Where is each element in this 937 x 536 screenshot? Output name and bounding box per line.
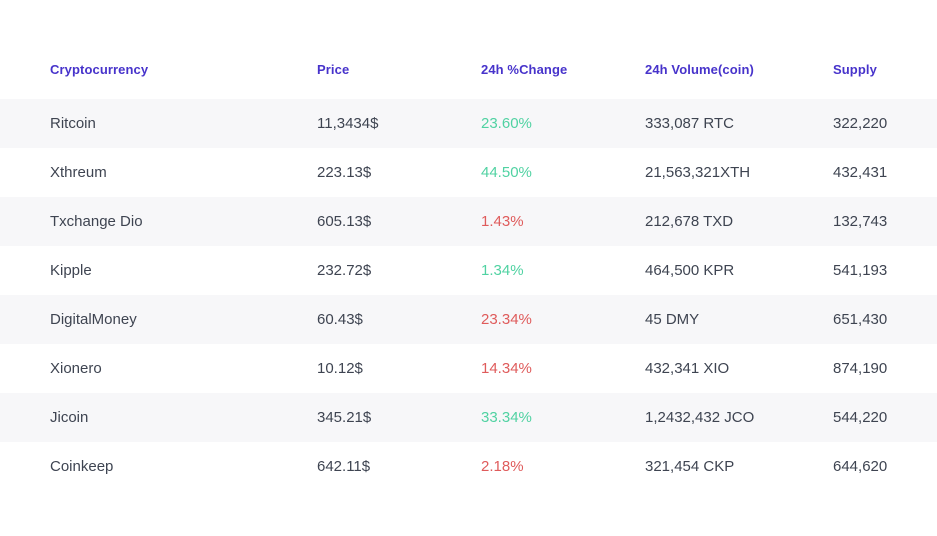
change-value: 14.34%: [481, 360, 532, 377]
price-value: 605.13$: [317, 213, 372, 230]
column-header-price: Price: [317, 62, 350, 77]
cryptocurrency-name: Txchange Dio: [50, 213, 143, 230]
price-value: 11,3434$: [317, 115, 379, 132]
cryptocurrency-name: Jicoin: [50, 409, 89, 426]
cryptocurrency-name: Xionero: [50, 360, 102, 377]
supply-value: 544,220: [833, 409, 888, 426]
change-value: 1.34%: [481, 262, 524, 279]
volume-value: 464,500 KPR: [645, 262, 735, 279]
supply-value: 322,220: [833, 115, 888, 132]
header-row: Cryptocurrency Price 24h %Change 24h Vol…: [0, 40, 937, 99]
table-header: Cryptocurrency Price 24h %Change 24h Vol…: [0, 40, 937, 99]
price-value: 223.13$: [317, 164, 372, 181]
cryptocurrency-name: Ritcoin: [50, 115, 96, 132]
cryptocurrency-name: Xthreum: [50, 164, 107, 181]
price-value: 232.72$: [317, 262, 372, 279]
change-value: 1.43%: [481, 213, 524, 230]
volume-value: 21,563,321XTH: [645, 164, 751, 181]
table-body: Ritcoin 11,3434$ 23.60% 333,087 RTC 322,…: [0, 99, 937, 491]
table-row: Ritcoin 11,3434$ 23.60% 333,087 RTC 322,…: [0, 99, 937, 148]
cryptocurrency-name: Coinkeep: [50, 458, 114, 475]
supply-value: 651,430: [833, 311, 888, 328]
table-row: Coinkeep 642.11$ 2.18% 321,454 CKP 644,6…: [0, 442, 937, 491]
table-row: Xionero 10.12$ 14.34% 432,341 XIO 874,19…: [0, 344, 937, 393]
change-value: 44.50%: [481, 164, 532, 181]
table-row: Xthreum 223.13$ 44.50% 21,563,321XTH 432…: [0, 148, 937, 197]
column-header-cryptocurrency: Cryptocurrency: [50, 62, 149, 77]
price-value: 345.21$: [317, 409, 372, 426]
price-value: 60.43$: [317, 311, 363, 328]
table-row: DigitalMoney 60.43$ 23.34% 45 DMY 651,43…: [0, 295, 937, 344]
volume-value: 212,678 TXD: [645, 213, 734, 230]
volume-value: 432,341 XIO: [645, 360, 730, 377]
change-value: 33.34%: [481, 409, 532, 426]
change-value: 23.34%: [481, 311, 532, 328]
volume-value: 333,087 RTC: [645, 115, 734, 132]
supply-value: 132,743: [833, 213, 888, 230]
supply-value: 874,190: [833, 360, 888, 377]
volume-value: 1,2432,432 JCO: [645, 409, 755, 426]
cryptocurrency-name: Kipple: [50, 262, 92, 279]
supply-value: 644,620: [833, 458, 888, 475]
supply-value: 432,431: [833, 164, 888, 181]
volume-value: 321,454 CKP: [645, 458, 735, 475]
volume-value: 45 DMY: [645, 311, 700, 328]
crypto-price-table: Cryptocurrency Price 24h %Change 24h Vol…: [0, 40, 937, 491]
supply-value: 541,193: [833, 262, 888, 279]
table-row: Kipple 232.72$ 1.34% 464,500 KPR 541,193: [0, 246, 937, 295]
change-value: 23.60%: [481, 115, 532, 132]
price-value: 642.11$: [317, 458, 371, 475]
column-header-24h-change: 24h %Change: [481, 62, 568, 77]
change-value: 2.18%: [481, 458, 524, 475]
table-row: Jicoin 345.21$ 33.34% 1,2432,432 JCO 544…: [0, 393, 937, 442]
price-value: 10.12$: [317, 360, 363, 377]
cryptocurrency-name: DigitalMoney: [50, 311, 137, 328]
table-row: Txchange Dio 605.13$ 1.43% 212,678 TXD 1…: [0, 197, 937, 246]
column-header-supply: Supply: [833, 62, 877, 77]
column-header-24h-volume: 24h Volume(coin): [645, 62, 754, 77]
